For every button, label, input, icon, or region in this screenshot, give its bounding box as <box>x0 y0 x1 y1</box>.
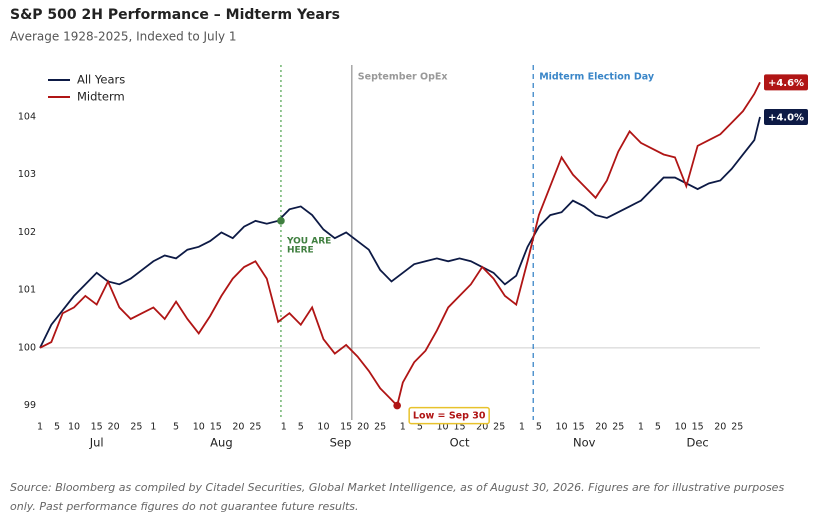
x-tick-label: 5 <box>536 422 542 433</box>
x-tick-label: 15 <box>453 422 465 433</box>
y-tick-label: 102 <box>18 227 36 238</box>
x-tick-label: 10 <box>68 422 80 433</box>
x-tick-label: 1 <box>150 422 156 433</box>
x-tick-label: 5 <box>417 422 423 433</box>
month-label: Jul <box>89 436 104 450</box>
series-line <box>39 116 761 349</box>
legend-label: Midterm <box>77 90 125 104</box>
x-tick-label: 5 <box>173 422 179 433</box>
month-label: Nov <box>573 436 596 450</box>
x-tick-label: 15 <box>91 422 103 433</box>
x-tick-label: 1 <box>37 422 43 433</box>
reference-label: YOU ARE <box>286 237 331 247</box>
reference-label: Midterm Election Day <box>539 72 655 83</box>
x-tick-label: 15 <box>340 422 352 433</box>
x-tick-label: 10 <box>317 422 329 433</box>
x-tick-label: 1 <box>519 422 525 433</box>
x-tick-label: 25 <box>612 422 624 433</box>
source-note: Source: Bloomberg as compiled by Citadel… <box>10 481 785 513</box>
marker <box>277 217 285 225</box>
x-tick-label: 5 <box>54 422 60 433</box>
series-line <box>39 81 761 408</box>
chart-title: S&P 500 2H Performance – Midterm Years <box>10 7 340 23</box>
x-tick-label: 15 <box>692 422 704 433</box>
reference-label: September OpEx <box>358 72 448 83</box>
end-label: +4.0% <box>764 108 808 125</box>
x-tick-label: 5 <box>655 422 661 433</box>
y-tick-label: 103 <box>18 169 36 180</box>
x-tick-label: 15 <box>573 422 585 433</box>
y-tick-label: 100 <box>18 342 36 353</box>
x-tick-label: 25 <box>731 422 743 433</box>
marker <box>393 401 401 410</box>
month-label: Oct <box>450 436 470 450</box>
x-tick-label: 10 <box>675 422 687 433</box>
x-tick-label: 25 <box>374 422 386 433</box>
x-tick-label: 1 <box>400 422 406 433</box>
y-tick-label: 99 <box>24 400 36 411</box>
x-tick-label: 20 <box>476 422 488 433</box>
month-label: Dec <box>687 436 709 450</box>
x-tick-label: 20 <box>714 422 726 433</box>
x-tick-label: 5 <box>298 422 304 433</box>
x-tick-label: 25 <box>249 422 261 433</box>
x-tick-label: 10 <box>436 422 448 433</box>
end-label-text: +4.0% <box>768 112 804 123</box>
x-tick-label: 20 <box>357 422 369 433</box>
callout-label: Low = Sep 30 <box>413 411 486 422</box>
end-label: +4.6% <box>764 74 808 91</box>
x-tick-label: 20 <box>232 422 244 433</box>
month-label: Sep <box>330 436 352 450</box>
x-tick-label: 10 <box>556 422 568 433</box>
reference-label: HERE <box>287 246 314 256</box>
y-tick-label: 104 <box>18 111 36 122</box>
chart: S&P 500 2H Performance – Midterm Years A… <box>10 7 808 450</box>
x-tick-label: 25 <box>130 422 142 433</box>
month-label: Aug <box>210 436 232 450</box>
x-tick-label: 10 <box>193 422 205 433</box>
end-label-box <box>764 108 808 125</box>
x-tick-label: 20 <box>595 422 607 433</box>
x-tick-label: 15 <box>210 422 222 433</box>
chart-subtitle: Average 1928-2025, Indexed to July 1 <box>10 30 237 44</box>
x-tick-label: 20 <box>108 422 120 433</box>
end-label-text: +4.6% <box>768 78 804 89</box>
y-tick-label: 101 <box>18 285 36 296</box>
x-tick-label: 1 <box>638 422 644 433</box>
x-tick-label: 25 <box>493 422 505 433</box>
callout-box <box>408 406 490 425</box>
legend-label: All Years <box>77 73 125 87</box>
x-tick-label: 1 <box>281 422 287 433</box>
end-label-box <box>764 74 808 91</box>
